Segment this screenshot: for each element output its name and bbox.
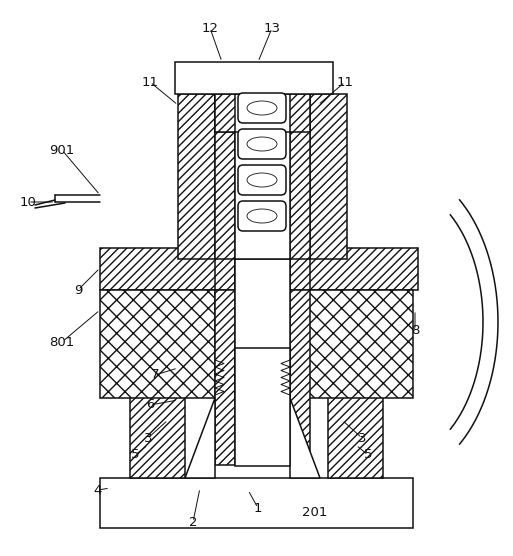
Text: 801: 801 xyxy=(49,335,74,349)
FancyBboxPatch shape xyxy=(238,201,286,231)
Bar xyxy=(290,248,310,290)
Bar xyxy=(178,94,215,259)
Bar xyxy=(215,290,235,465)
Polygon shape xyxy=(185,398,215,478)
FancyBboxPatch shape xyxy=(238,129,286,159)
Polygon shape xyxy=(290,398,320,478)
Text: 12: 12 xyxy=(202,22,219,34)
Text: 3: 3 xyxy=(144,431,152,444)
Text: 5: 5 xyxy=(364,449,372,461)
Bar xyxy=(215,94,235,132)
Bar xyxy=(175,62,333,94)
Text: 6: 6 xyxy=(146,399,154,411)
Bar xyxy=(100,248,418,290)
Bar xyxy=(290,94,310,132)
Bar xyxy=(235,248,290,290)
Bar xyxy=(100,290,215,398)
Bar xyxy=(290,94,310,132)
FancyBboxPatch shape xyxy=(238,165,286,195)
Bar xyxy=(100,290,215,398)
Bar xyxy=(328,348,383,478)
Text: 11: 11 xyxy=(337,76,353,88)
Bar xyxy=(298,290,413,398)
Bar xyxy=(290,290,310,465)
Bar xyxy=(215,94,293,132)
Text: 10: 10 xyxy=(19,196,36,208)
Text: 5: 5 xyxy=(131,449,139,461)
Bar xyxy=(235,348,290,466)
Bar xyxy=(290,94,310,259)
Text: 9: 9 xyxy=(74,284,82,296)
Bar xyxy=(310,94,347,259)
Bar xyxy=(215,248,235,290)
Text: 8: 8 xyxy=(411,324,419,336)
Bar xyxy=(215,248,235,290)
Bar xyxy=(328,348,383,478)
Bar xyxy=(310,94,347,259)
Text: 201: 201 xyxy=(302,505,328,519)
FancyBboxPatch shape xyxy=(238,93,286,123)
Text: 11: 11 xyxy=(142,76,159,88)
Bar xyxy=(290,248,310,290)
Bar xyxy=(178,94,215,259)
Bar xyxy=(290,290,310,465)
Text: 3: 3 xyxy=(358,431,366,444)
Text: 13: 13 xyxy=(264,22,281,34)
Bar xyxy=(215,290,235,465)
Bar xyxy=(130,348,185,478)
Bar xyxy=(235,259,290,398)
Bar xyxy=(298,290,413,398)
Bar xyxy=(100,248,418,290)
Text: 901: 901 xyxy=(49,143,74,156)
Bar xyxy=(215,94,235,132)
Bar xyxy=(215,94,235,259)
Text: 7: 7 xyxy=(151,369,159,381)
Bar xyxy=(215,94,235,259)
Bar xyxy=(290,94,310,259)
Bar xyxy=(100,478,413,528)
Text: 2: 2 xyxy=(189,515,198,529)
Bar xyxy=(235,94,290,259)
Text: 4: 4 xyxy=(94,484,102,497)
Bar xyxy=(130,348,185,478)
Text: 1: 1 xyxy=(254,502,262,514)
